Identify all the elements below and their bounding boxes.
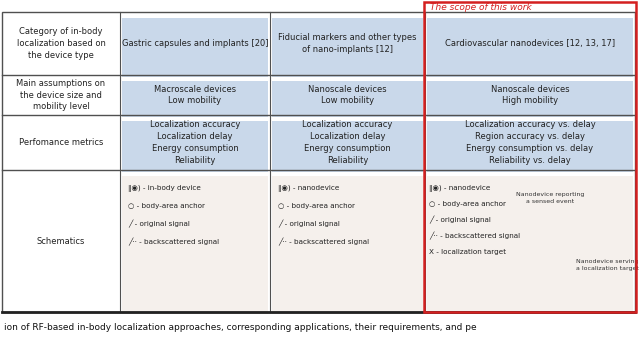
Bar: [427, 121, 633, 172]
Bar: [122, 176, 268, 314]
Text: ○ - body-area anchor: ○ - body-area anchor: [128, 203, 205, 209]
Bar: [427, 176, 633, 314]
Text: ╱·· - backscattered signal: ╱·· - backscattered signal: [278, 238, 369, 246]
Text: X - localization target: X - localization target: [429, 249, 506, 255]
Text: ╱·· - backscattered signal: ╱·· - backscattered signal: [128, 238, 219, 246]
Text: Localization accuracy vs. delay
Region accuracy vs. delay
Energy consumption vs.: Localization accuracy vs. delay Region a…: [465, 120, 595, 165]
Text: Localization accuracy
Localization delay
Energy consumption
Reliability: Localization accuracy Localization delay…: [150, 120, 240, 165]
Bar: [122, 81, 268, 117]
Text: ‖◉) - nanodevice: ‖◉) - nanodevice: [278, 185, 339, 192]
Text: Nanodevice reporting
a sensed event: Nanodevice reporting a sensed event: [516, 192, 584, 204]
Text: Macroscale devices
Low mobility: Macroscale devices Low mobility: [154, 84, 236, 105]
Text: Cardiovascular nanodevices [12, 13, 17]: Cardiovascular nanodevices [12, 13, 17]: [445, 39, 615, 48]
Text: Fiducial markers and other types
of nano-implants [12]: Fiducial markers and other types of nano…: [278, 33, 417, 54]
Text: Nanoscale devices
Low mobility: Nanoscale devices Low mobility: [308, 84, 387, 105]
Text: ‖◉) - nanodevice: ‖◉) - nanodevice: [429, 185, 490, 192]
Text: Localization accuracy
Localization delay
Energy consumption
Reliability: Localization accuracy Localization delay…: [302, 120, 393, 165]
Text: ○ - body-area anchor: ○ - body-area anchor: [429, 201, 506, 207]
Text: Gastric capsules and implants [20]: Gastric capsules and implants [20]: [122, 39, 268, 48]
Text: ‖◉) - in-body device: ‖◉) - in-body device: [128, 185, 201, 192]
Text: Perfomance metrics: Perfomance metrics: [19, 138, 103, 147]
Bar: [427, 18, 633, 77]
Bar: [272, 176, 423, 314]
Bar: [424, 2, 636, 312]
Text: Nanodevice serving
a localization target: Nanodevice serving a localization target: [575, 259, 639, 271]
Bar: [272, 18, 423, 77]
Text: Category of in-body
localization based on
the device type: Category of in-body localization based o…: [17, 27, 106, 60]
Bar: [2, 12, 635, 312]
Text: ╱ - original signal: ╱ - original signal: [128, 220, 190, 228]
Text: The scope of this work: The scope of this work: [430, 3, 532, 13]
Text: ╱ - original signal: ╱ - original signal: [278, 220, 340, 228]
Bar: [122, 18, 268, 77]
Text: Schematics: Schematics: [37, 237, 85, 245]
Text: ╱ - original signal: ╱ - original signal: [429, 216, 491, 224]
Bar: [272, 121, 423, 172]
Text: ion of RF-based in-body localization approaches, corresponding applications, the: ion of RF-based in-body localization app…: [4, 323, 477, 333]
Bar: [122, 121, 268, 172]
Text: Main assumptions on
the device size and
mobility level: Main assumptions on the device size and …: [17, 79, 106, 111]
Text: Nanoscale devices
High mobility: Nanoscale devices High mobility: [491, 84, 570, 105]
Bar: [272, 81, 423, 117]
Text: ╱·· - backscattered signal: ╱·· - backscattered signal: [429, 232, 520, 240]
Text: ○ - body-area anchor: ○ - body-area anchor: [278, 203, 355, 209]
Bar: [427, 81, 633, 117]
